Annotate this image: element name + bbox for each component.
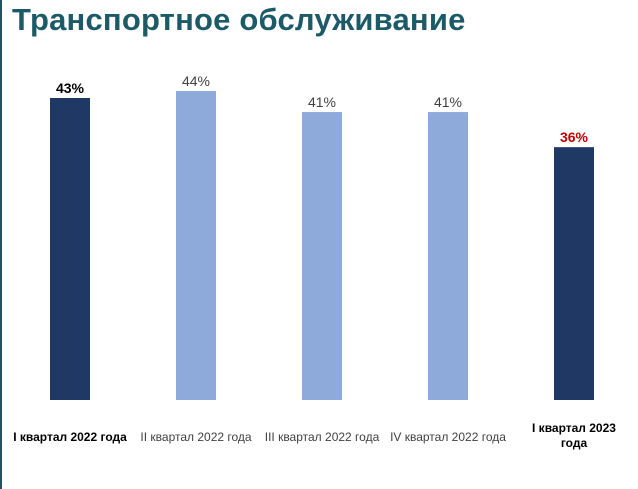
data-label-4: 41% — [434, 94, 462, 110]
left-edge-rule — [0, 0, 2, 489]
category-label-5: I квартал 2023 года — [532, 421, 616, 450]
bar-5 — [554, 147, 594, 400]
bar-1 — [50, 98, 90, 400]
data-label-2: 44% — [182, 73, 210, 89]
category-label-3: III квартал 2022 года — [265, 430, 380, 444]
bar-3 — [302, 112, 342, 400]
category-label-2: II квартал 2022 года — [140, 430, 252, 444]
data-label-1: 43% — [56, 80, 85, 96]
category-label-4: IV квартал 2022 года — [390, 430, 506, 444]
page-title: Транспортное обслуживание — [12, 2, 466, 37]
category-label-1: I квартал 2022 года — [13, 430, 127, 444]
data-label-5: 36% — [560, 129, 589, 145]
data-label-3: 41% — [308, 94, 336, 110]
bar-2 — [176, 90, 216, 400]
bar-4 — [428, 112, 468, 400]
